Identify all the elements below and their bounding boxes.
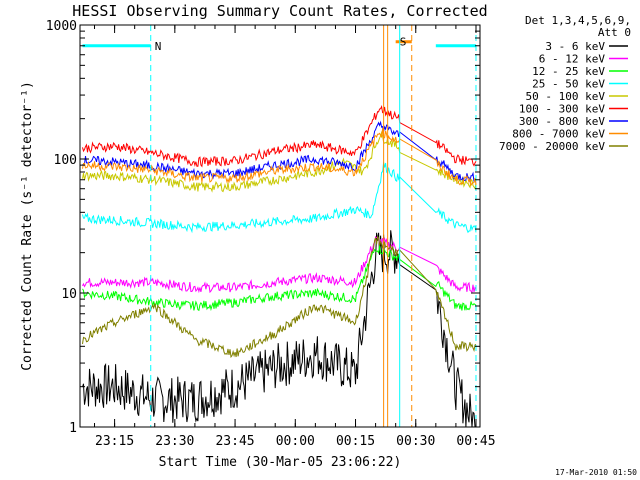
y-tick-label-4: 1000 <box>46 19 77 34</box>
legend-label-2: 6 - 12 keV <box>539 53 606 66</box>
y-tick-label-1: 1 <box>69 421 77 436</box>
x-tick-label-3: 23:45 <box>215 434 254 449</box>
annotation-label-1: N <box>155 40 162 53</box>
series-line-7 <box>82 120 477 184</box>
x-tick-label-7: 00:45 <box>456 434 495 449</box>
series-line-3 <box>82 245 477 312</box>
annotation-label-2: S <box>400 36 407 49</box>
series-line-8 <box>82 128 477 187</box>
chart-title: HESSI Observing Summary Count Rates, Cor… <box>72 2 487 20</box>
legend-label-9: 7000 - 20000 keV <box>499 140 605 153</box>
legend-label-1: 3 - 6 keV <box>545 40 605 53</box>
x-axis-label: Start Time (30-Mar-05 23:06:22) <box>159 455 402 470</box>
series-line-2 <box>82 235 477 294</box>
legend-label-3: 12 - 25 keV <box>532 65 605 78</box>
x-tick-label-5: 00:15 <box>336 434 375 449</box>
legend-header-1: Det 1,3,4,5,6,9, <box>525 14 631 27</box>
series-line-9 <box>82 235 477 359</box>
series-line-6 <box>82 104 477 168</box>
plot-frame <box>79 24 481 428</box>
series-line-5 <box>82 130 477 193</box>
legend-header-2: Att 0 <box>598 26 631 39</box>
x-tick-label-1: 23:15 <box>95 434 134 449</box>
series-line-4 <box>82 162 477 234</box>
y-tick-label-2: 10 <box>61 287 77 302</box>
x-tick-label-6: 00:30 <box>396 434 435 449</box>
series-line-1 <box>82 230 476 428</box>
x-tick-label-2: 23:30 <box>155 434 194 449</box>
x-tick-label-4: 00:00 <box>276 434 315 449</box>
y-axis-label: Corrected Count Rate (s⁻¹ detector⁻¹) <box>20 81 35 371</box>
timestamp: 17-Mar-2010 01:50 <box>555 468 637 477</box>
legend-label-8: 800 - 7000 keV <box>512 128 605 141</box>
axis-layer: 23:15 23:30 23:45 00:00 00:15 00:30 00:45 1 10 10… <box>46 19 496 449</box>
legend-label-6: 100 - 300 keV <box>519 103 605 116</box>
legend-label-7: 300 - 800 keV <box>519 115 605 128</box>
y-tick-label-3: 100 <box>54 153 77 168</box>
legend-label-4: 25 - 50 keV <box>532 78 605 91</box>
legend-label-5: 50 - 100 keV <box>526 90 606 103</box>
series-layer <box>82 104 477 428</box>
